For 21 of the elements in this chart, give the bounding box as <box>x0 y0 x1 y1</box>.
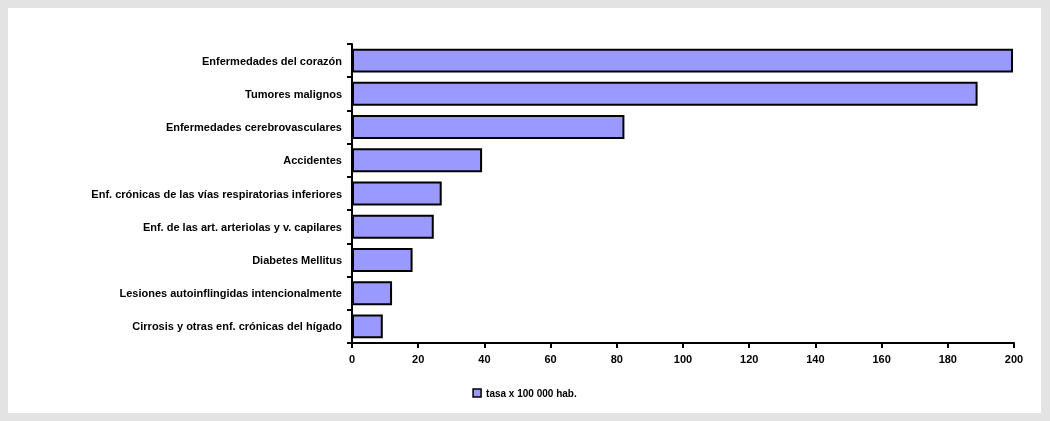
x-tick-label: 0 <box>348 352 356 365</box>
y-tick-label: Enf. crónicas de las vías respiratorias inferiores <box>91 187 342 200</box>
y-tick-label: Enfermedades cerebrovasculares <box>165 121 342 134</box>
x-tick-label: 40 <box>478 352 491 365</box>
y-tick-label: Enfermedades del corazón <box>202 54 343 67</box>
y-tick-label: Cirrosis y otras enf. crónicas del hígado <box>132 320 343 333</box>
x-tick-label: 160 <box>872 352 891 365</box>
legend-label: tasa x 100 000 hab. <box>486 387 577 399</box>
x-tick-label: 180 <box>938 352 957 365</box>
x-tick-label: 100 <box>673 352 693 365</box>
x-tick-label: 80 <box>610 352 623 365</box>
y-tick-label: Accidentes <box>283 154 342 167</box>
y-tick-label: Lesiones autoinflingidas intencionalmente <box>119 287 342 300</box>
y-tick-label: Enf. de las art. arteriolas y v. capilares <box>142 220 342 233</box>
x-tick-label: 140 <box>806 352 825 365</box>
x-tick-label: 60 <box>544 352 557 365</box>
y-tick-label: Diabetes Mellitus <box>252 253 342 266</box>
x-tick-label: 20 <box>412 352 425 365</box>
y-tick-label: Tumores malignos <box>245 87 342 100</box>
x-tick-label: 120 <box>740 352 759 365</box>
x-tick-label: 200 <box>1004 352 1024 365</box>
